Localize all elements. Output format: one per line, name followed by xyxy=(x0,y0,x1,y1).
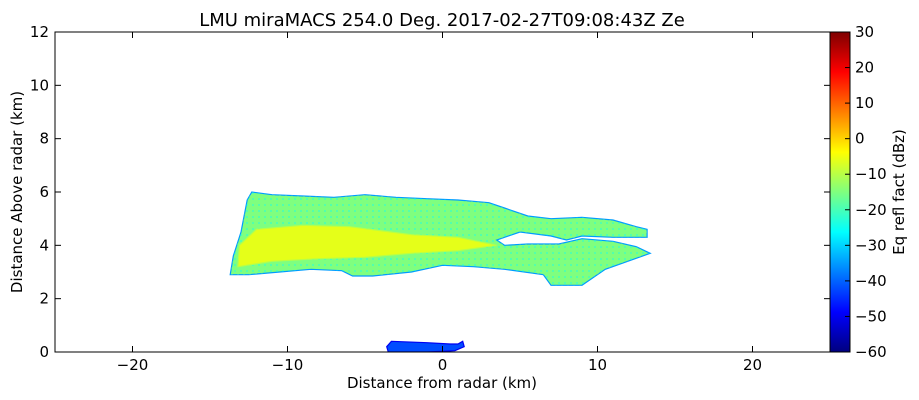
radar-echo-layer xyxy=(229,191,652,352)
y-tick-label: 2 xyxy=(39,290,49,308)
x-tick-label: 0 xyxy=(438,356,448,374)
colorbar-tick-label: −20 xyxy=(855,201,887,219)
x-tick-label: 20 xyxy=(743,356,762,374)
y-tick-label: 4 xyxy=(39,236,49,254)
y-tick-label: 6 xyxy=(39,183,49,201)
colorbar-tick-label: −60 xyxy=(855,343,887,361)
colorbar-label: Eq refl fact (dBz) xyxy=(890,129,908,255)
echo-region-near-surface-clutter xyxy=(386,340,465,352)
echo-region-enhanced-core xyxy=(237,224,497,268)
x-axis-label: Distance from radar (km) xyxy=(347,374,537,392)
colorbar-tick-label: 10 xyxy=(855,94,874,112)
colorbar-tick-label: 0 xyxy=(855,130,865,148)
chart-title: LMU miraMACS 254.0 Deg. 2017-02-27T09:08… xyxy=(199,10,685,31)
y-tick-label: 0 xyxy=(39,343,49,361)
y-tick-label: 10 xyxy=(30,76,49,94)
y-tick-label: 8 xyxy=(39,130,49,148)
colorbar-tick-label: 30 xyxy=(855,23,874,41)
colorbar-tick-label: 20 xyxy=(855,59,874,77)
x-tick-label: −20 xyxy=(117,356,149,374)
y-tick-label: 12 xyxy=(30,23,49,41)
y-axis-label: Distance Above radar (km) xyxy=(8,91,26,293)
colorbar-ticks: 30 20 10 0 −10 −20 −30 −40 −50 −60 xyxy=(845,23,887,361)
colorbar-tick-label: −10 xyxy=(855,165,887,183)
colorbar-tick-label: −40 xyxy=(855,272,887,290)
colorbar-tick-label: −50 xyxy=(855,307,887,325)
x-tick-label: −10 xyxy=(272,356,304,374)
colorbar-tick-label: −30 xyxy=(855,236,887,254)
y-axis-ticks: 0 2 4 6 8 10 12 xyxy=(30,23,830,361)
x-axis-ticks: −20 −10 0 10 20 xyxy=(117,32,762,374)
x-tick-label: 10 xyxy=(588,356,607,374)
plot-frame xyxy=(54,31,831,353)
colorbar xyxy=(829,31,851,353)
